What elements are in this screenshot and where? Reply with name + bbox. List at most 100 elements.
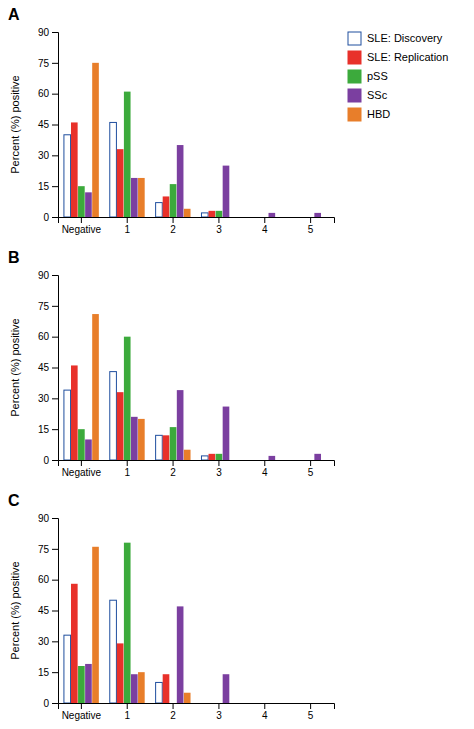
bar: [117, 149, 124, 217]
bar: [163, 196, 170, 217]
bar: [307, 703, 314, 704]
legend-item: pSS: [348, 70, 388, 83]
bar: [71, 365, 78, 460]
tick-mark: [52, 460, 58, 461]
bar: [293, 460, 300, 461]
bar: [276, 703, 283, 704]
tick-label: 90: [38, 270, 50, 281]
bar: [254, 460, 261, 461]
tick-label: 2: [170, 467, 176, 478]
tick-label: 60: [38, 574, 50, 585]
tick-label: 15: [38, 181, 50, 192]
bar: [247, 217, 254, 218]
y-tick: 75: [38, 544, 58, 555]
bar: [276, 460, 283, 461]
axis-line: [52, 276, 59, 461]
bar: [261, 460, 268, 461]
bar: [156, 435, 163, 460]
x-tick: 1: [124, 460, 130, 478]
bar: [131, 417, 138, 460]
bar: [321, 217, 328, 218]
bar-series: [64, 122, 208, 217]
tick-label: Negative: [62, 467, 102, 478]
tick-mark: [264, 217, 265, 223]
bar: [170, 184, 177, 217]
bar: [177, 145, 184, 217]
tick-mark: [173, 703, 174, 709]
x-axis: Negative12345: [59, 460, 335, 478]
legend: SLE: Discovery SLE: Replication pSS SSc HBD: [348, 32, 448, 121]
y-tick: 15: [38, 424, 58, 435]
x-tick: 2: [170, 703, 176, 721]
bar-series: [78, 337, 222, 460]
panel: 0153045607590Negative12345Percent (%) po…: [8, 6, 448, 235]
x-tick: Negative: [62, 460, 102, 478]
bar: [92, 63, 99, 217]
y-tick: 60: [38, 574, 58, 585]
tick-mark: [81, 217, 82, 223]
bar-series: [64, 600, 162, 703]
bar: [138, 672, 145, 703]
tick-mark: [310, 703, 311, 709]
tick-mark: [52, 32, 58, 33]
tick-label: 3: [216, 467, 222, 478]
bar: [117, 392, 124, 460]
bar: [269, 456, 276, 460]
tick-mark: [81, 460, 82, 466]
bar-series: [92, 63, 190, 217]
bar: [314, 213, 321, 217]
bar: [254, 217, 261, 218]
bar: [230, 460, 237, 461]
x-tick: 3: [216, 217, 222, 235]
tick-mark: [52, 186, 58, 187]
tick-mark: [52, 580, 58, 581]
axis-line: [59, 218, 335, 224]
bar: [92, 314, 99, 460]
tick-mark: [52, 549, 58, 550]
tick-mark: [52, 518, 58, 519]
chart: 0153045607590Negative12345Percent (%) po…: [0, 0, 474, 729]
bar: [261, 217, 268, 218]
legend-label: pSS: [367, 70, 388, 82]
legend-item: SLE: Replication: [348, 51, 448, 64]
y-axis-title: Percent (%) positive: [9, 318, 21, 416]
tick-mark: [52, 275, 58, 276]
bar: [201, 213, 208, 217]
bar: [71, 584, 78, 703]
tick-label: 2: [170, 710, 176, 721]
y-tick: 30: [38, 393, 58, 404]
tick-mark: [310, 460, 311, 466]
legend-swatch: [348, 32, 361, 45]
bar: [124, 543, 131, 703]
tick-mark: [52, 125, 58, 126]
bar: [131, 178, 138, 217]
bar: [177, 390, 184, 460]
y-tick: 0: [43, 698, 58, 709]
tick-mark: [218, 460, 219, 466]
bar: [230, 703, 237, 704]
bar: [261, 703, 268, 704]
tick-mark: [173, 460, 174, 466]
bar: [307, 460, 314, 461]
x-tick: 5: [308, 217, 314, 235]
tick-label: 75: [38, 301, 50, 312]
legend-label: SSc: [367, 89, 388, 101]
bar: [78, 429, 85, 460]
legend-item: HBD: [348, 108, 390, 121]
tick-mark: [127, 460, 128, 466]
legend-item: SLE: Discovery: [348, 32, 443, 45]
tick-label: 15: [38, 424, 50, 435]
bar: [110, 600, 117, 703]
bar: [78, 186, 85, 217]
tick-label: 30: [38, 393, 50, 404]
y-tick: 75: [38, 301, 58, 312]
bar-series: [85, 606, 229, 703]
tick-mark: [127, 217, 128, 223]
bar: [184, 693, 191, 703]
x-tick: 5: [308, 460, 314, 478]
y-axis-title: Percent (%) positive: [9, 561, 21, 659]
bar: [170, 703, 177, 704]
axis-line: [59, 461, 335, 467]
bar: [64, 135, 71, 217]
tick-label: 90: [38, 513, 50, 524]
